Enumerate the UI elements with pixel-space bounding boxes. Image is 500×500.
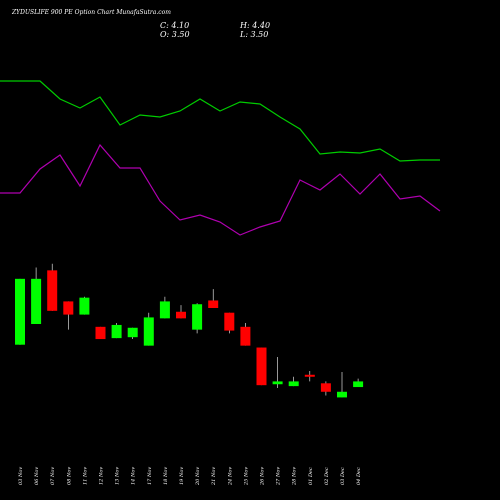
open-label: O: 3.50 xyxy=(160,30,190,39)
x-tick-label: 03 Dec xyxy=(340,467,346,485)
candle xyxy=(337,372,347,398)
candle xyxy=(31,267,42,324)
upper-line-series xyxy=(0,80,440,162)
x-tick-label: 24 Nov xyxy=(227,467,233,486)
candle-body xyxy=(288,381,299,387)
x-tick-label: 12 Nov xyxy=(99,467,105,485)
x-tick-label: 17 Nov xyxy=(147,467,153,485)
x-tick-label: 18 Nov xyxy=(163,467,169,485)
candle xyxy=(63,301,74,330)
candle-body xyxy=(176,311,186,319)
candle xyxy=(111,323,122,339)
candle xyxy=(272,356,283,388)
x-tick-label: 25 Nov xyxy=(243,467,249,486)
candle xyxy=(240,323,251,346)
close-label: C: 4.10 xyxy=(160,21,189,30)
candle xyxy=(15,278,25,345)
candle-body xyxy=(15,278,25,345)
x-tick-label: 27 Nov xyxy=(276,467,282,486)
candle-body xyxy=(208,300,219,308)
candle xyxy=(288,376,299,387)
candle-body xyxy=(256,347,267,386)
candle xyxy=(143,312,154,346)
candle xyxy=(159,296,170,319)
x-tick-label: 03 Nov xyxy=(18,467,24,485)
candle-body xyxy=(127,327,138,338)
candle-body xyxy=(272,381,283,385)
x-tick-label: 04 Dec xyxy=(356,467,362,485)
x-tick-label: 21 Nov xyxy=(211,467,217,486)
candle xyxy=(176,305,186,319)
x-tick-label: 06 Nov xyxy=(34,467,40,485)
x-tick-label: 19 Nov xyxy=(179,467,185,485)
candle-body xyxy=(159,301,170,319)
candle-body xyxy=(304,374,315,377)
candle-body xyxy=(224,312,235,331)
chart-title: ZYDUSLIFE 900 PE Option Chart MunafaSutr… xyxy=(11,9,171,16)
candle xyxy=(320,381,331,396)
candle-body xyxy=(79,297,90,315)
x-tick-label: 11 Nov xyxy=(82,467,88,485)
lower-line-series xyxy=(0,143,441,236)
low-label: L: 3.50 xyxy=(239,30,268,39)
x-tick-label: 26 Nov xyxy=(260,467,266,486)
candle-body xyxy=(353,381,364,388)
candle-body xyxy=(337,391,347,398)
x-tick-label: 13 Nov xyxy=(115,467,121,485)
candle-body xyxy=(192,304,203,330)
candle xyxy=(127,327,138,340)
candle xyxy=(208,289,219,308)
x-tick-label: 14 Nov xyxy=(131,467,137,485)
candle xyxy=(95,326,106,340)
candle-body xyxy=(63,301,74,315)
high-label: H: 4.40 xyxy=(239,21,270,30)
candle-body xyxy=(31,278,42,324)
candle xyxy=(353,378,364,388)
candle-body xyxy=(111,324,122,339)
candle xyxy=(224,312,235,334)
x-tick-label: 01 Dec xyxy=(308,467,314,485)
x-axis-ticks: 03 Nov 06 Nov 07 Nov 08 Nov 11 Nov 12 Nov 13 N… xyxy=(18,467,362,486)
candle xyxy=(192,303,203,334)
candle-body xyxy=(240,326,251,346)
candle-body xyxy=(47,270,58,311)
candle-body xyxy=(143,317,154,346)
x-tick-label: 08 Nov xyxy=(66,467,72,485)
x-tick-label: 20 Nov xyxy=(195,467,201,486)
candle xyxy=(304,371,315,382)
candle xyxy=(79,296,90,315)
x-tick-label: 07 Nov xyxy=(50,467,56,485)
candles-group xyxy=(15,263,364,398)
candle-body xyxy=(95,326,106,340)
candle xyxy=(47,263,58,311)
indicator-lines xyxy=(0,80,441,236)
x-tick-label: 02 Dec xyxy=(324,467,330,485)
candle-body xyxy=(320,383,331,392)
x-tick-label: 28 Nov xyxy=(292,467,298,486)
candle xyxy=(256,347,267,386)
